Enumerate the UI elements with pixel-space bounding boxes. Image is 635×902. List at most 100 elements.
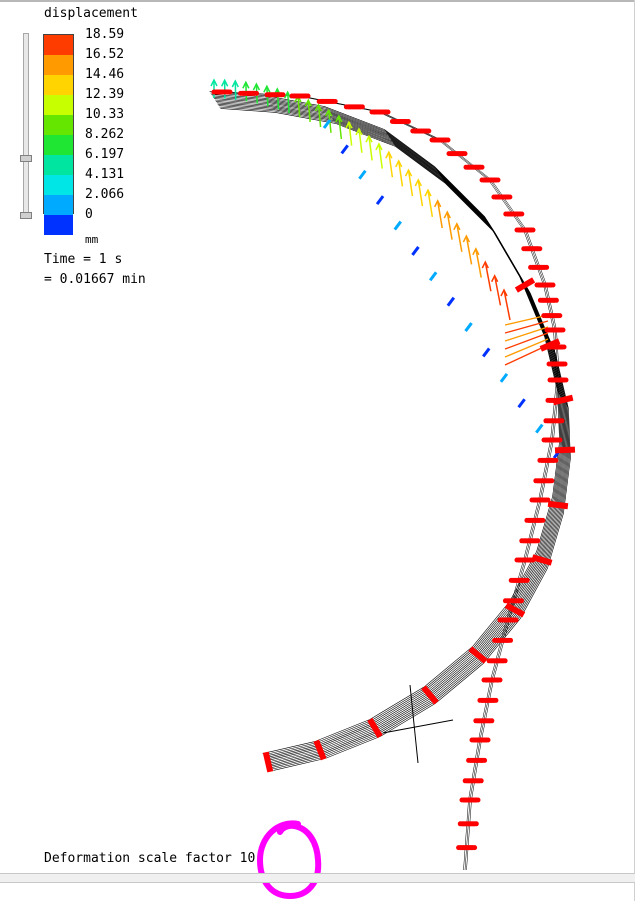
legend-swatch <box>44 95 73 115</box>
constraint-marker <box>393 119 407 124</box>
legend-slider-upper-handle[interactable] <box>20 155 32 162</box>
node-dot <box>524 518 529 523</box>
node-dot <box>558 438 563 443</box>
legend-title: displacement <box>44 6 138 21</box>
node-dot <box>503 658 508 663</box>
legend-swatch <box>44 155 73 175</box>
constraint-marker <box>490 658 504 663</box>
mesh-line <box>218 104 568 766</box>
mesh-line <box>210 92 560 754</box>
constraint-marker <box>550 362 564 367</box>
mesh-line <box>220 108 570 770</box>
node-dot <box>514 618 519 623</box>
legend-slider-lower-handle[interactable] <box>20 212 32 219</box>
node-dot <box>535 283 540 288</box>
inner-arrow <box>430 272 436 280</box>
node-dot <box>557 313 562 318</box>
constraint-marker <box>547 418 561 423</box>
constraint-marker <box>293 94 307 99</box>
node-dot <box>525 578 530 583</box>
legend-swatch <box>44 195 73 215</box>
node-dot <box>410 129 415 134</box>
node-dot <box>561 328 566 333</box>
mesh-line <box>217 103 567 765</box>
constraint-marker <box>268 92 282 97</box>
legend-swatch <box>44 135 73 155</box>
node-dot <box>537 246 542 251</box>
node-dot <box>482 758 487 763</box>
node-dot <box>426 129 431 134</box>
legend-swatch <box>44 35 73 55</box>
side-arrow <box>505 327 548 341</box>
legend-level-label: 8.262 <box>85 128 124 141</box>
legend-unit: mm <box>85 233 98 246</box>
constraint-marker <box>551 378 565 383</box>
node-dot <box>551 283 556 288</box>
node-dot <box>545 328 550 333</box>
node-dot <box>519 538 524 543</box>
inner-arrow <box>483 348 489 356</box>
inner-arrow <box>466 323 472 331</box>
legend-level-label: 6.197 <box>85 148 124 161</box>
node-dot <box>477 698 482 703</box>
constraint-marker <box>463 798 477 803</box>
node-dot <box>538 298 543 303</box>
node-dot <box>370 110 375 115</box>
constraint-marker <box>481 698 495 703</box>
constraint-marker <box>242 91 256 96</box>
legend-swatch <box>44 215 73 235</box>
node-dot <box>238 91 243 96</box>
inner-arrow <box>412 247 418 255</box>
node-dot <box>541 313 546 318</box>
node-dot <box>472 845 477 850</box>
constraint-marker <box>215 90 229 95</box>
constraint-marker <box>496 638 510 643</box>
time-seconds: Time = 1 s <box>44 252 122 267</box>
constraint-marker <box>506 598 520 603</box>
node-dot <box>503 212 508 217</box>
node-dot <box>228 90 233 95</box>
inner-arrow <box>377 196 383 204</box>
node-dot <box>473 718 478 723</box>
inner-arrow <box>342 145 348 153</box>
node-dot <box>498 618 503 623</box>
constraint-marker <box>528 518 542 523</box>
node-dot <box>554 298 559 303</box>
constraint-marker <box>512 578 526 583</box>
node-dot <box>535 538 540 543</box>
node-dot <box>564 378 569 383</box>
mesh-line <box>216 101 566 763</box>
node-dot <box>281 92 286 97</box>
constraint-marker <box>473 738 487 743</box>
constraint-marker <box>461 821 475 826</box>
legend-level-label: 10.33 <box>85 108 124 121</box>
node-dot <box>212 90 217 95</box>
node-dot <box>543 418 548 423</box>
node-dot <box>496 178 501 183</box>
node-dot <box>519 212 524 217</box>
node-dot <box>540 518 545 523</box>
node-dot <box>344 104 349 109</box>
node-dot <box>547 362 552 367</box>
node-dot <box>460 798 465 803</box>
node-dot <box>476 798 481 803</box>
node-dot <box>509 578 514 583</box>
horizontal-scrollbar[interactable] <box>0 873 635 883</box>
node-dot <box>559 418 564 423</box>
constraint-marker <box>545 313 559 318</box>
legend-level-label: 2.066 <box>85 188 124 201</box>
node-dot <box>447 151 452 156</box>
node-dot <box>446 138 451 143</box>
constraint-marker <box>523 538 537 543</box>
constraint-marker <box>495 195 509 200</box>
node-dot <box>290 94 295 99</box>
displacement-arrows <box>211 80 560 458</box>
node-dot <box>545 398 550 403</box>
constraint-marker <box>532 265 546 270</box>
node-dot <box>493 698 498 703</box>
node-dot <box>430 138 435 143</box>
legend-level-label: 0 <box>85 208 93 221</box>
legend-slider-track[interactable] <box>23 33 29 216</box>
legend-swatch <box>44 75 73 95</box>
node-dot <box>491 195 496 200</box>
